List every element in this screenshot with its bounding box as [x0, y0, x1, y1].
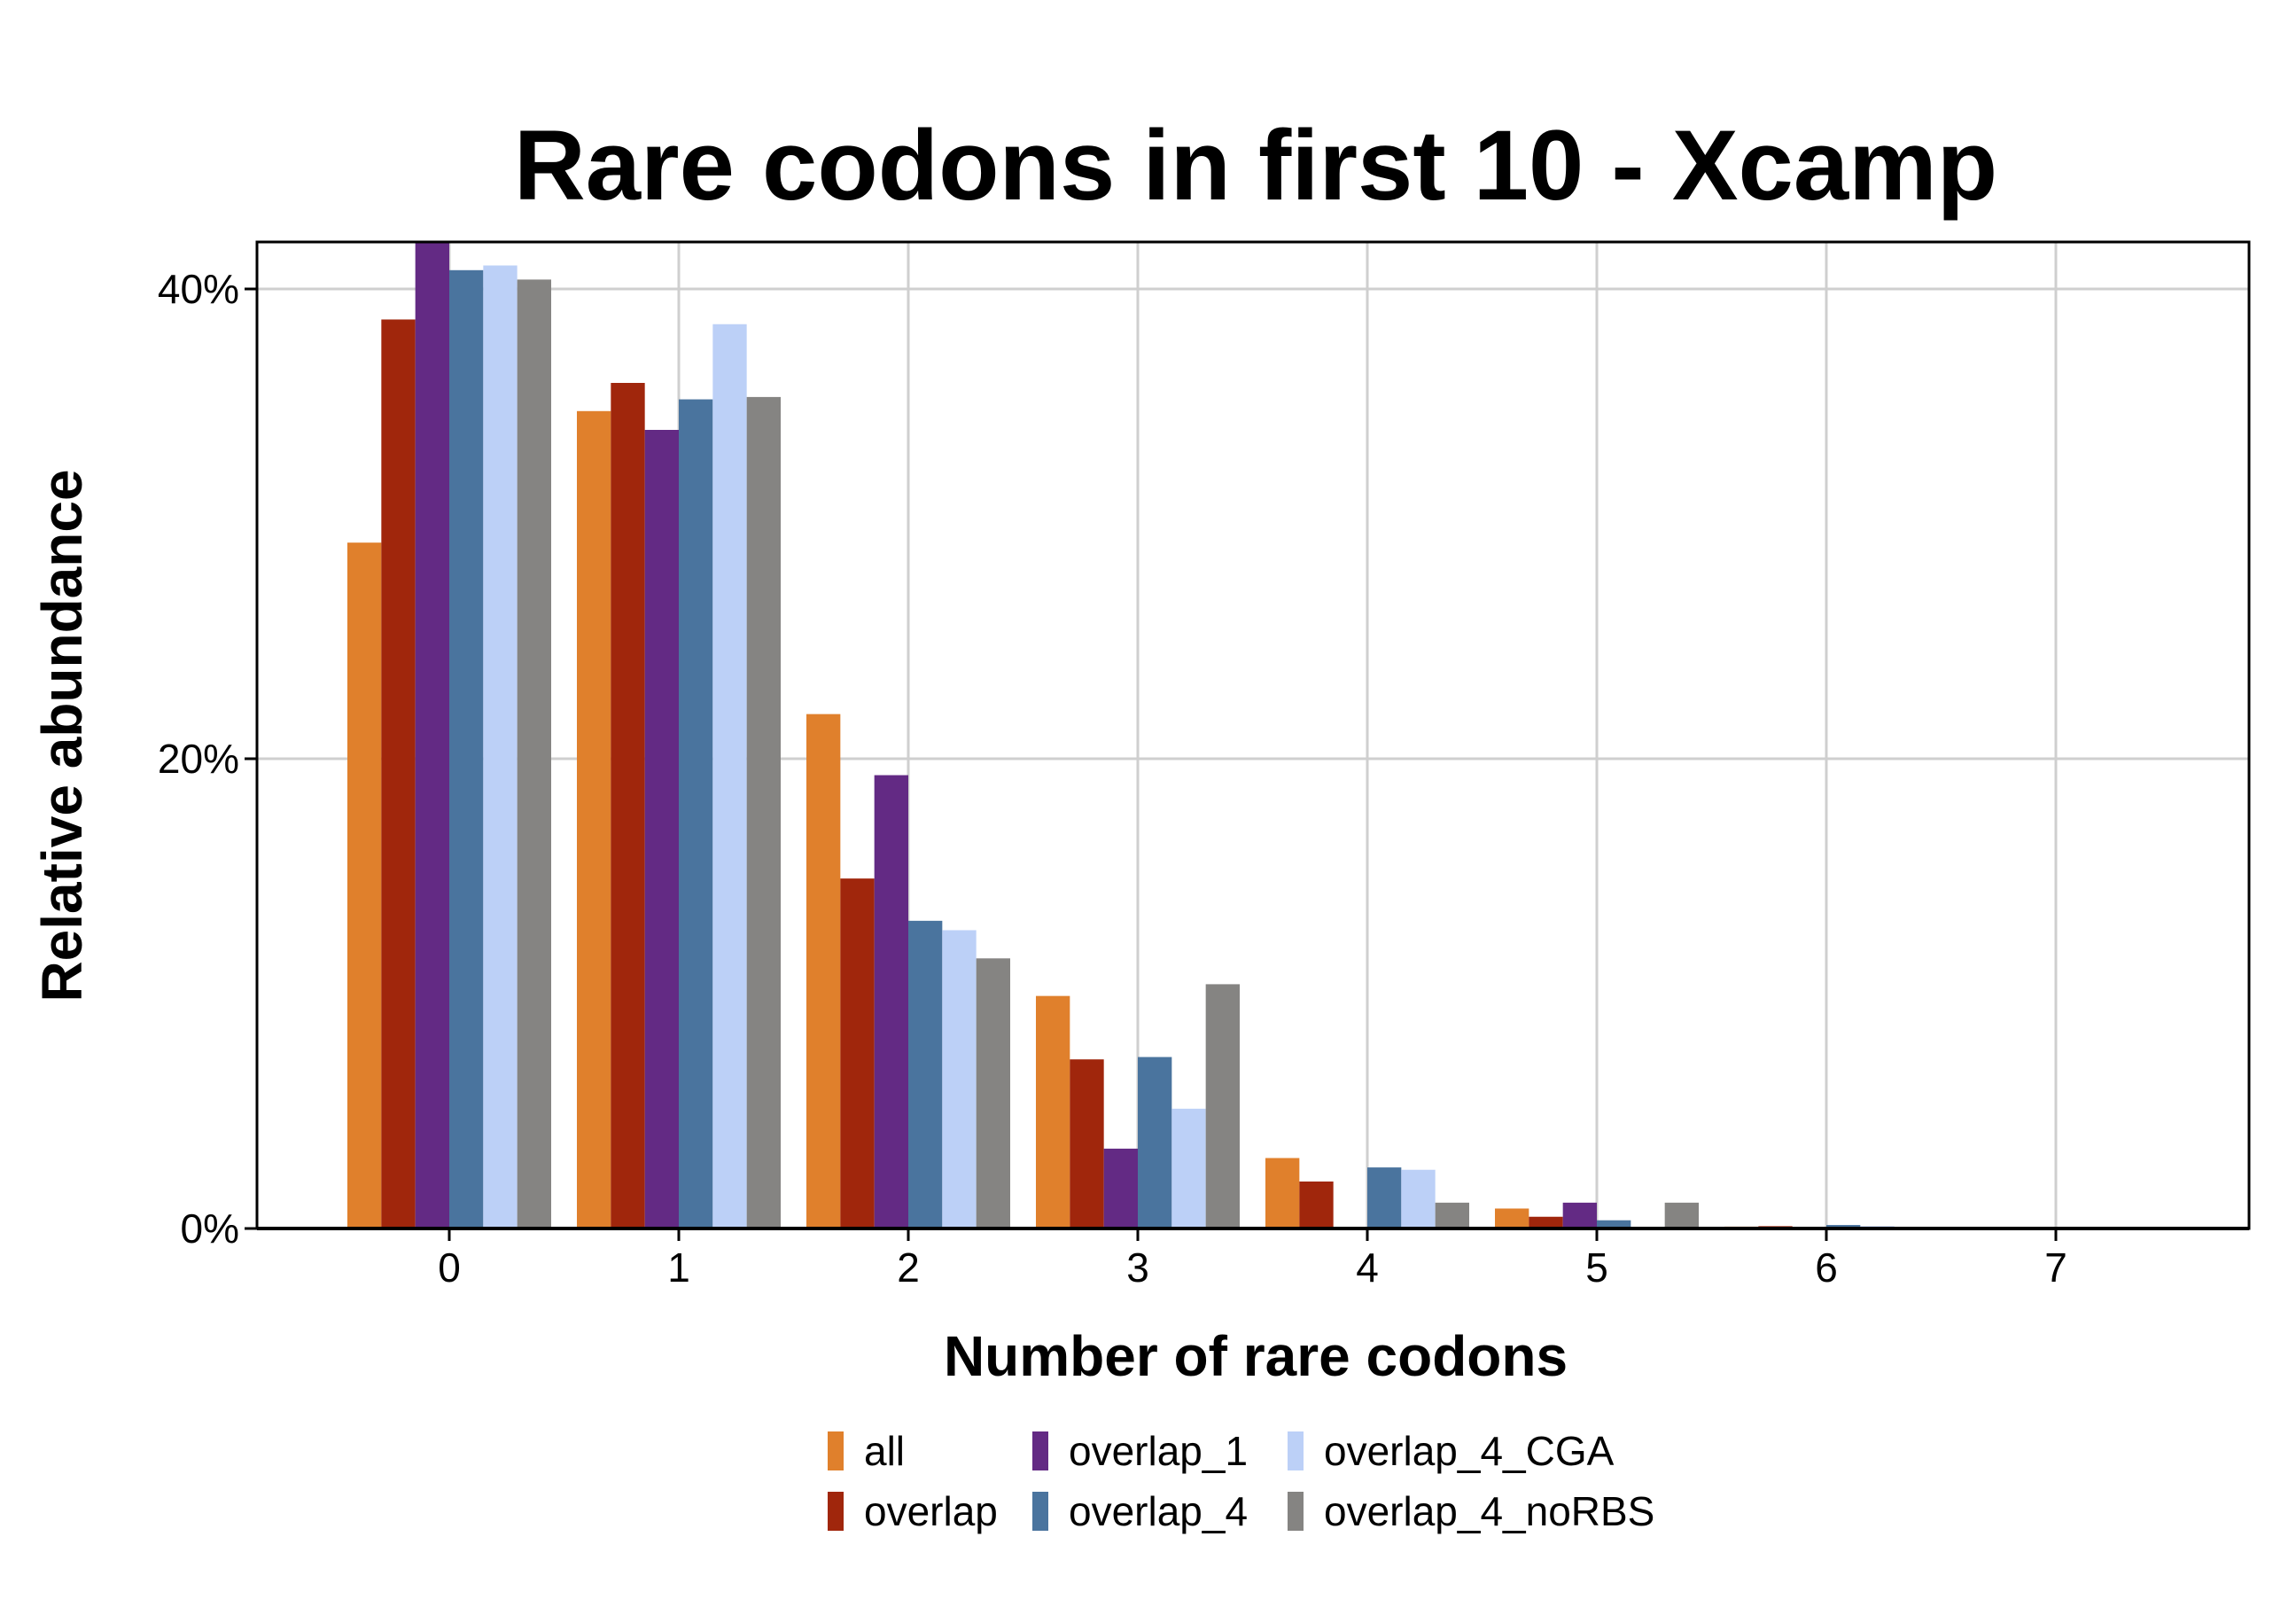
bar — [415, 242, 449, 1228]
bar — [611, 383, 645, 1228]
bar — [1401, 1169, 1436, 1228]
y-axis-ticks: 0% 20% 40% — [158, 266, 257, 1252]
y-axis-title: Relative abundance — [30, 469, 94, 1002]
x-tick-label: 6 — [1815, 1244, 1838, 1291]
bar — [347, 542, 382, 1228]
chart-title: Rare codons in first 10 - Xcamp — [514, 110, 1997, 221]
bar — [1299, 1182, 1334, 1228]
bar — [449, 269, 484, 1228]
bar — [1664, 1202, 1699, 1228]
x-tick-label: 0 — [438, 1244, 461, 1291]
bar — [1597, 1220, 1631, 1228]
legend-label: overlap_1 — [1069, 1428, 1248, 1474]
legend-label: all — [864, 1428, 905, 1474]
bar — [1036, 995, 1070, 1228]
legend: all overlap overlap_1 overlap_4 overlap_4_CG… — [828, 1428, 1654, 1534]
bar — [908, 920, 943, 1228]
legend-label: overlap_4 — [1069, 1488, 1248, 1534]
bar — [1435, 1202, 1469, 1228]
bar — [1495, 1208, 1529, 1228]
bar — [746, 396, 781, 1228]
bar — [517, 279, 551, 1228]
bar — [483, 265, 518, 1228]
bar — [1265, 1158, 1300, 1228]
x-tick-label: 4 — [1356, 1244, 1379, 1291]
x-tick-label: 7 — [2044, 1244, 2067, 1291]
bar — [942, 930, 977, 1228]
bar — [1562, 1202, 1597, 1228]
bar — [1171, 1108, 1206, 1228]
legend-label: overlap_4_noRBS — [1324, 1488, 1654, 1534]
x-axis-title: Number of rare codons — [944, 1324, 1568, 1388]
legend-swatch — [828, 1492, 844, 1531]
bar — [840, 878, 875, 1228]
legend-swatch — [1032, 1431, 1048, 1470]
bar — [679, 399, 713, 1228]
bar — [1070, 1059, 1104, 1228]
bar — [976, 958, 1010, 1228]
bar — [1205, 984, 1240, 1228]
bars — [347, 242, 1895, 1229]
legend-swatch — [1288, 1431, 1304, 1470]
bar — [1138, 1057, 1172, 1228]
x-tick-label: 5 — [1585, 1244, 1608, 1291]
x-tick-label: 2 — [897, 1244, 920, 1291]
bar — [1367, 1167, 1402, 1228]
legend-swatch — [1032, 1492, 1048, 1531]
bar — [712, 324, 747, 1228]
legend-swatch — [828, 1431, 844, 1470]
bar — [644, 430, 679, 1228]
x-axis-ticks: 0 1 2 3 4 5 6 7 — [438, 1228, 2067, 1291]
legend-label: overlap_4_CGA — [1324, 1428, 1615, 1474]
bar — [577, 410, 611, 1228]
legend-label: overlap — [864, 1488, 998, 1534]
bar — [874, 775, 908, 1228]
y-tick-label: 0% — [181, 1205, 239, 1252]
bar — [806, 714, 841, 1228]
bar — [1103, 1148, 1138, 1228]
y-tick-label: 20% — [158, 736, 239, 782]
bar — [1529, 1216, 1563, 1228]
legend-swatch — [1288, 1492, 1304, 1531]
x-tick-label: 3 — [1126, 1244, 1149, 1291]
x-tick-label: 1 — [667, 1244, 690, 1291]
y-tick-label: 40% — [158, 266, 239, 312]
bar — [381, 319, 416, 1229]
